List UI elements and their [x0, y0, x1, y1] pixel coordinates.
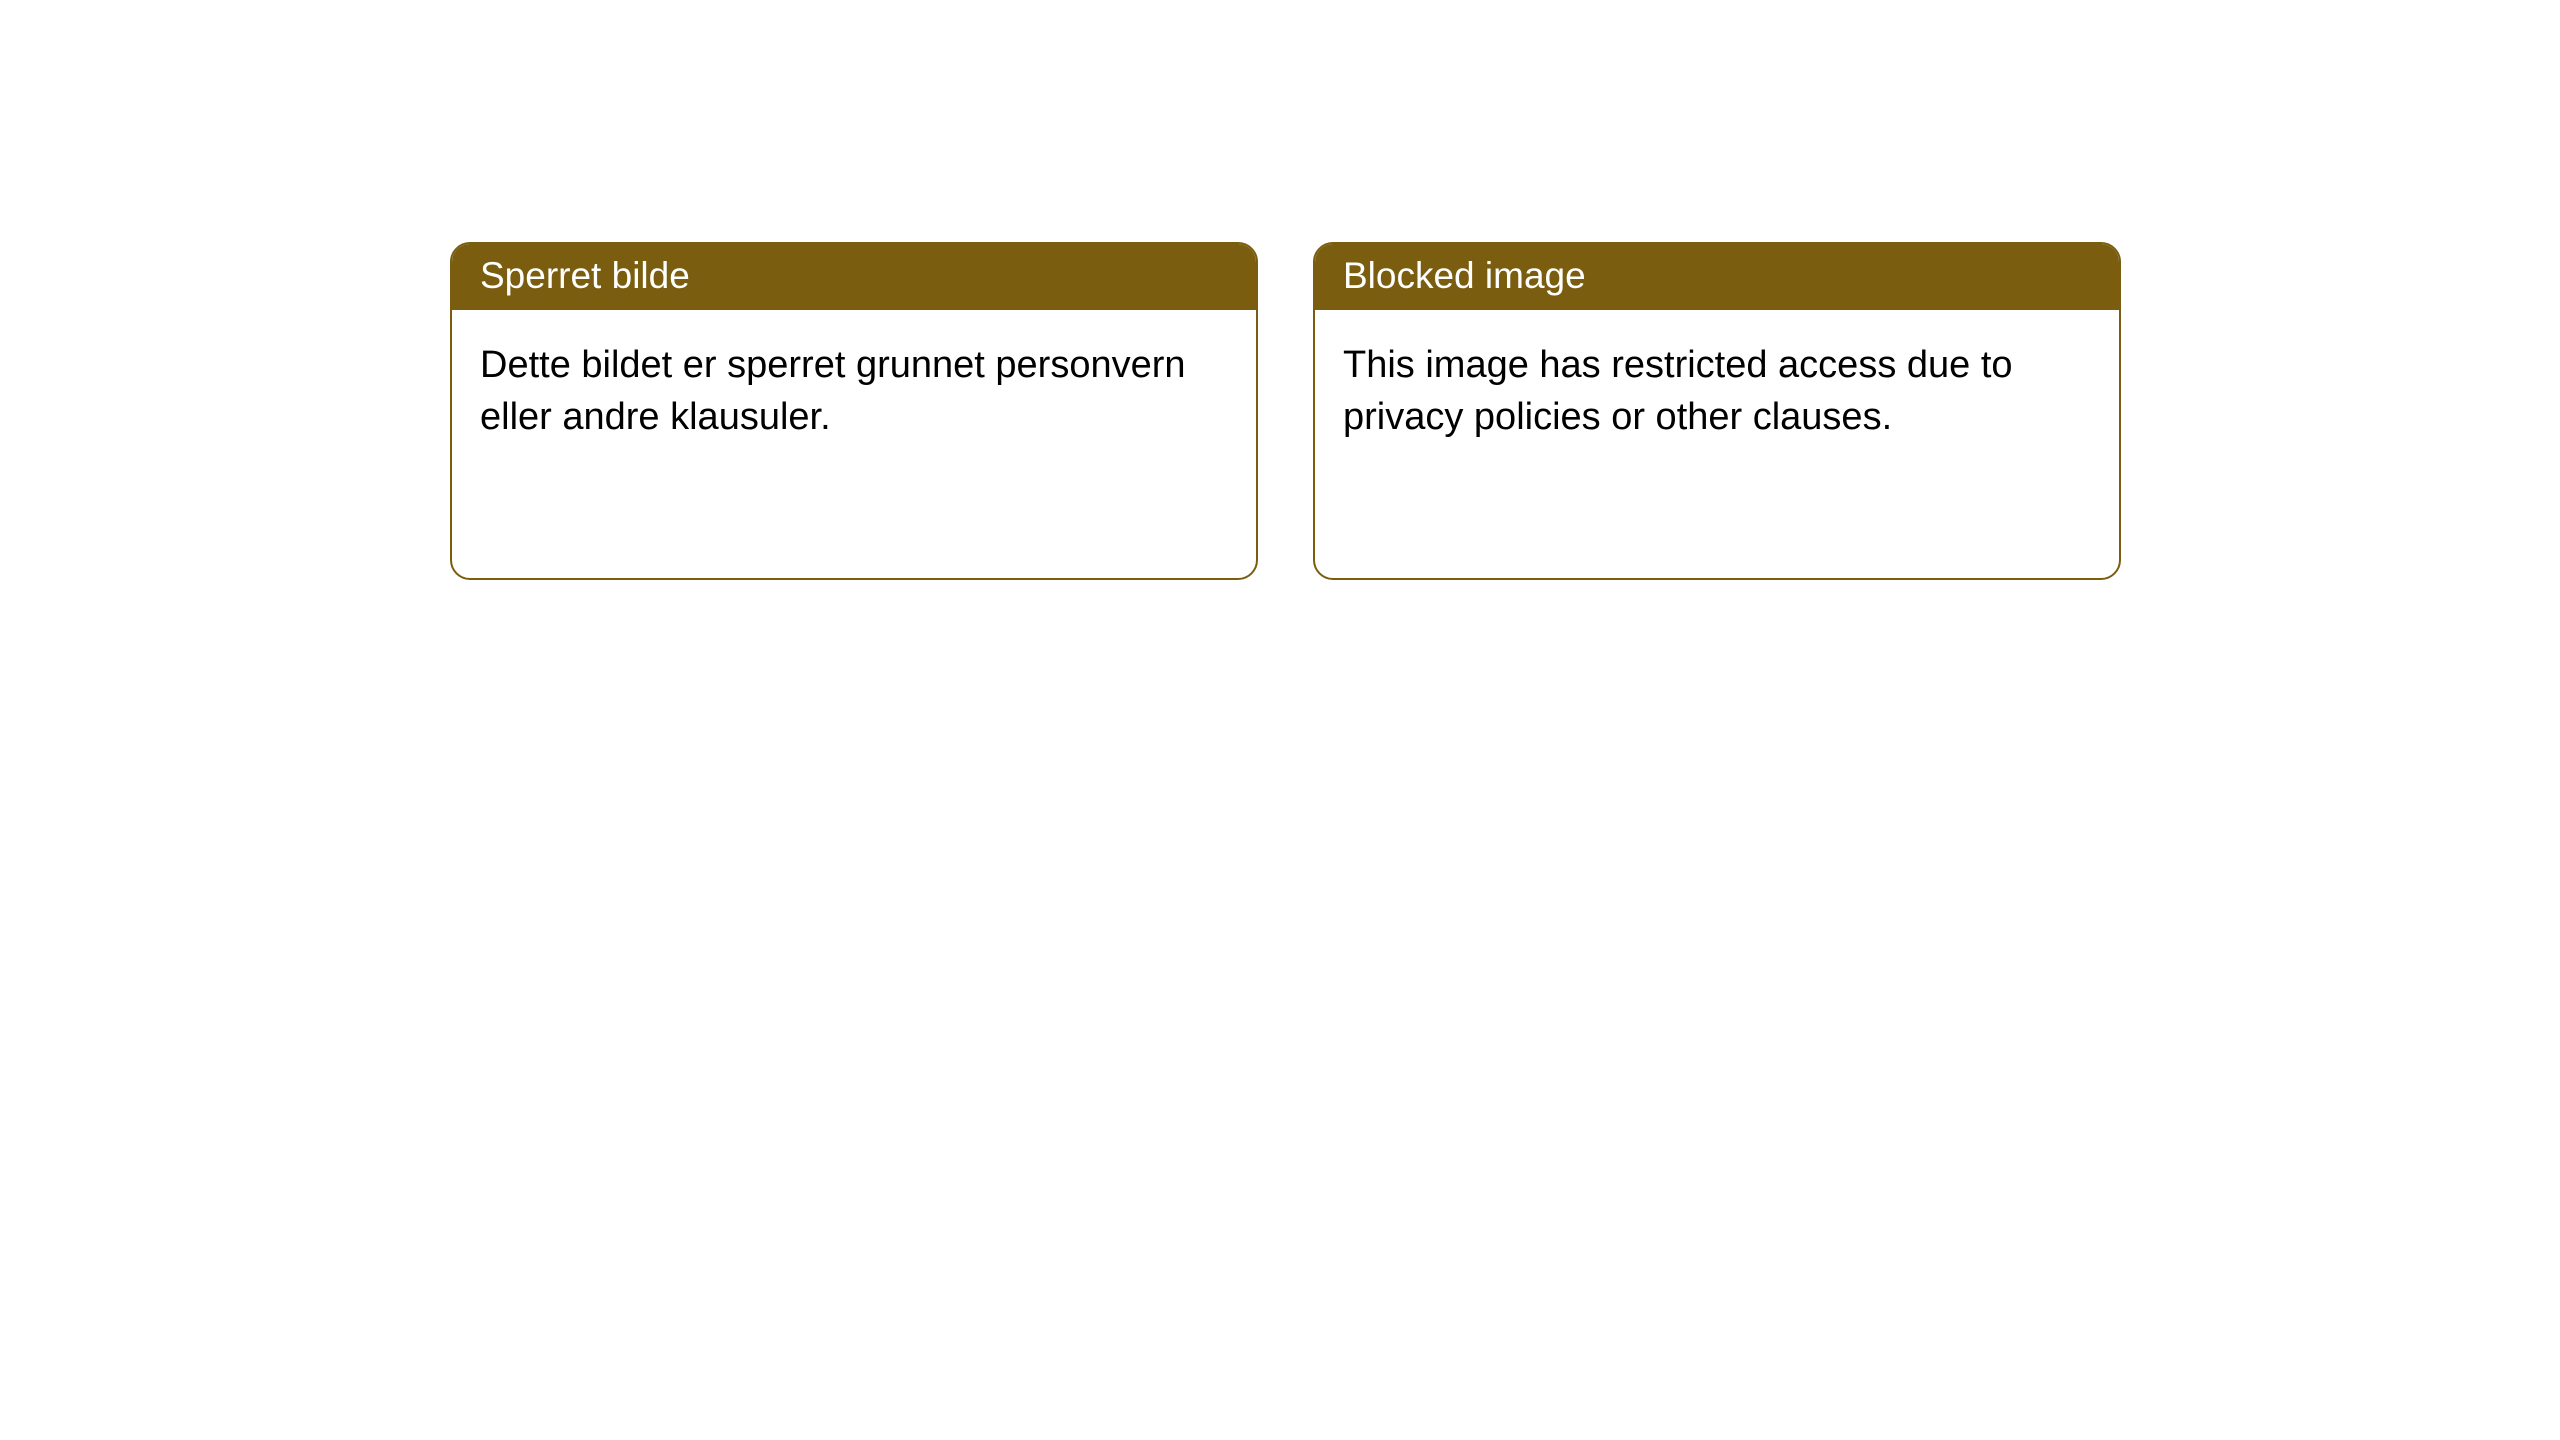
card-header-en: Blocked image: [1315, 244, 2119, 310]
blocked-image-card-no: Sperret bilde Dette bildet er sperret gr…: [450, 242, 1258, 580]
card-header-no: Sperret bilde: [452, 244, 1256, 310]
blocked-image-card-en: Blocked image This image has restricted …: [1313, 242, 2121, 580]
card-body-en: This image has restricted access due to …: [1315, 310, 2119, 473]
card-body-no: Dette bildet er sperret grunnet personve…: [452, 310, 1256, 473]
cards-container: Sperret bilde Dette bildet er sperret gr…: [0, 0, 2560, 580]
